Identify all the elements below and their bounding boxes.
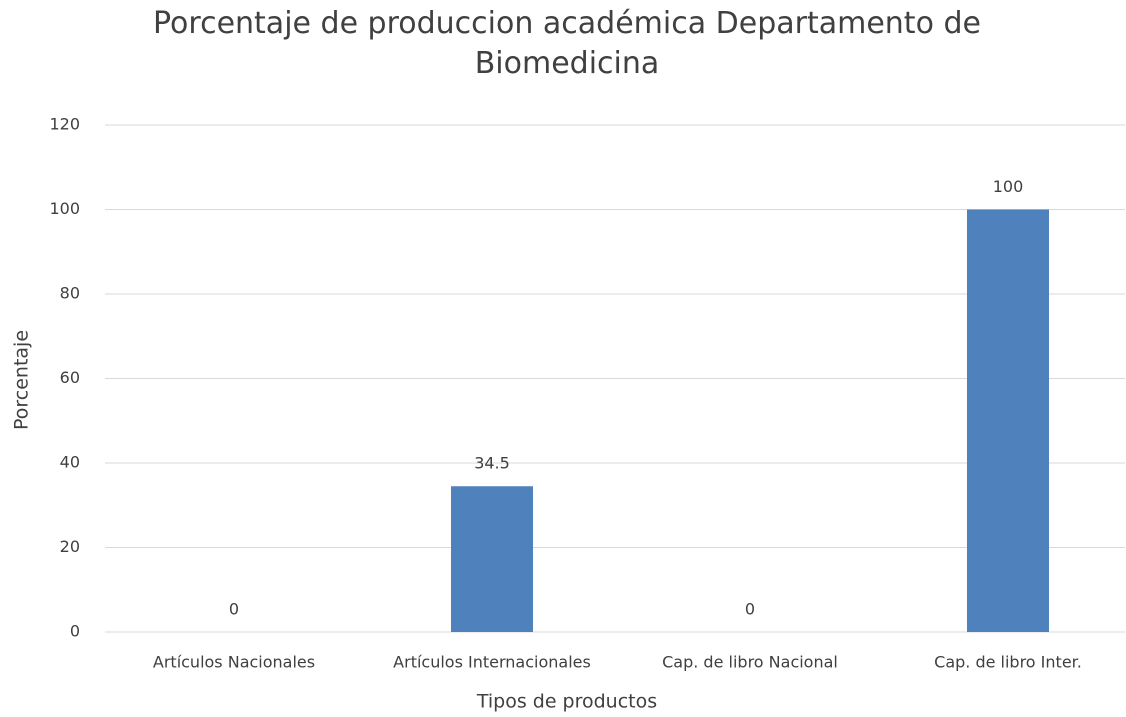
y-tick-label: 120 (49, 115, 80, 134)
chart-title: Porcentaje de produccion académica Depar… (153, 6, 981, 81)
y-axis-title: Porcentaje (11, 330, 33, 430)
data-label: 0 (229, 600, 239, 619)
x-tick-label: Cap. de libro Inter. (934, 653, 1082, 672)
bar (967, 209, 1049, 632)
y-tick-label: 80 (60, 284, 80, 303)
y-tick-label: 60 (60, 368, 80, 387)
y-tick-label: 40 (60, 453, 80, 472)
data-label: 0 (745, 600, 755, 619)
x-tick-label: Artículos Internacionales (393, 653, 591, 672)
x-tick-label: Cap. de libro Nacional (662, 653, 838, 672)
data-label: 34.5 (474, 454, 510, 473)
bar (451, 486, 533, 632)
data-label: 100 (993, 177, 1024, 196)
y-tick-label: 100 (49, 199, 80, 218)
y-tick-label: 0 (70, 622, 80, 641)
x-tick-label: Artículos Nacionales (153, 653, 315, 672)
x-axis-title: Tipos de productos (476, 691, 657, 713)
y-tick-label: 20 (60, 537, 80, 556)
